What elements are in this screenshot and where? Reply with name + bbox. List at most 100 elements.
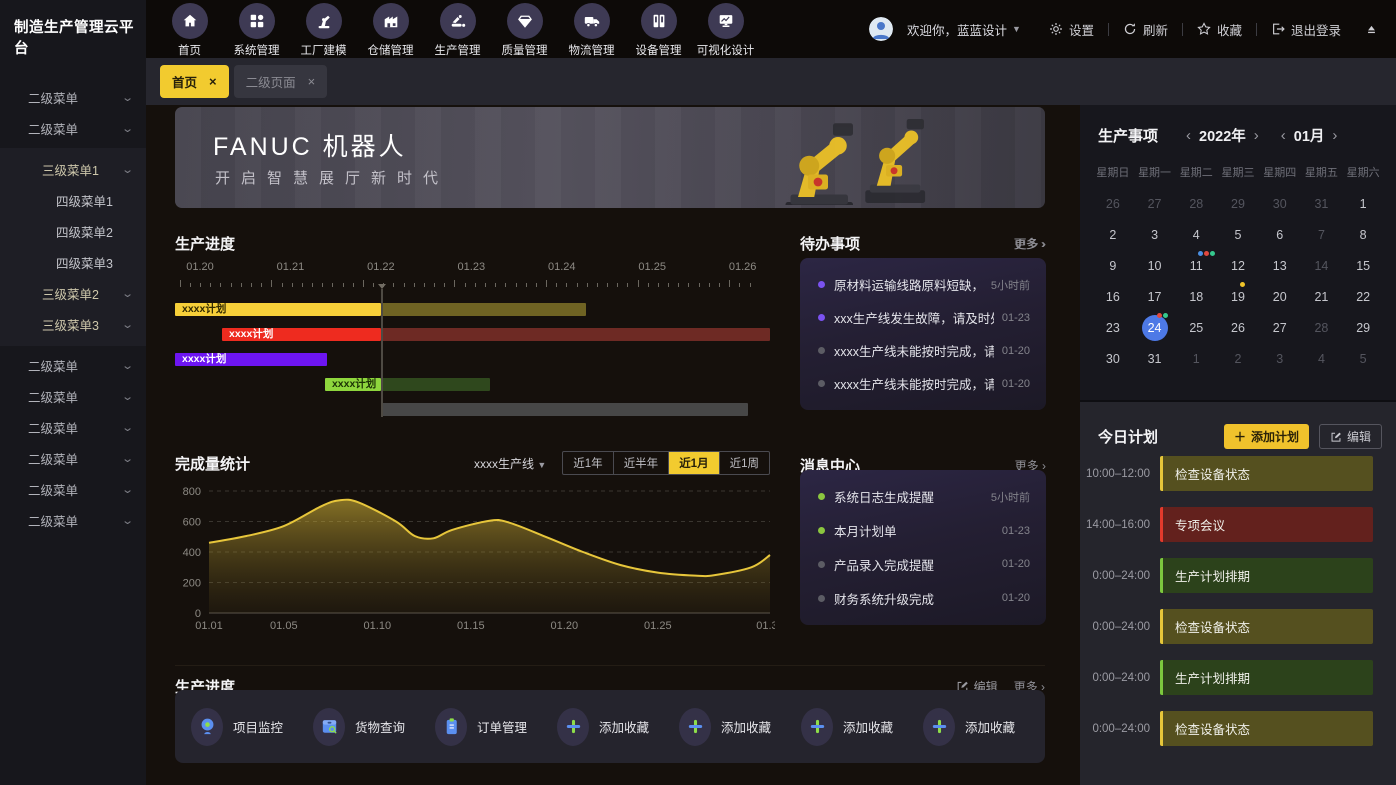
calendar-day[interactable]: 18 — [1189, 289, 1204, 304]
calendar-day[interactable]: 20 — [1272, 289, 1287, 304]
nav-item-production[interactable]: 生产管理 — [424, 1, 491, 58]
sidebar-item-level2[interactable]: 二级菜单 ⌄ — [28, 484, 134, 498]
nav-item-warehouse[interactable]: 仓储管理 — [357, 1, 424, 58]
nav-item-modules[interactable]: 系统管理 — [223, 1, 290, 58]
shortcut-添加收藏[interactable]: 添加收藏 — [923, 707, 1045, 746]
calendar-day[interactable]: 14 — [1314, 258, 1329, 273]
line-selector[interactable]: xxxx生产线 ▼ — [474, 456, 547, 471]
nav-item-quality[interactable]: 质量管理 — [491, 1, 558, 58]
sidebar-item-level3[interactable]: 三级菜单2 ⌄ — [42, 288, 134, 302]
nav-item-monitor[interactable]: 可视化设计 — [692, 1, 759, 58]
shortcut-添加收藏[interactable]: 添加收藏 — [801, 707, 923, 746]
collapse-icon[interactable] — [1365, 23, 1378, 36]
sidebar-item-level2[interactable]: 二级菜单 ⌄ — [28, 453, 134, 467]
calendar-day[interactable]: 11 — [1175, 250, 1217, 281]
user-menu[interactable]: 欢迎你，蓝蓝设计 ▼ — [907, 20, 1021, 39]
plan-entry[interactable]: 检查设备状态 — [1160, 609, 1373, 644]
message-item[interactable]: 系统日志生成提醒 5小时前 — [800, 487, 1046, 506]
calendar-day[interactable]: 19 — [1217, 281, 1259, 312]
sidebar-item-level4[interactable]: 四级菜单2 — [56, 226, 113, 240]
calendar-day[interactable]: 3 — [1151, 227, 1159, 242]
calendar-day[interactable]: 16 — [1105, 289, 1120, 304]
calendar-day[interactable]: 30 — [1105, 351, 1120, 366]
calendar-day[interactable]: 28 — [1314, 320, 1329, 335]
shortcut-货物查询[interactable]: 货物查询 — [313, 707, 435, 746]
calendar-day[interactable]: 13 — [1272, 258, 1287, 273]
shortcut-订单管理[interactable]: 订单管理 — [435, 707, 557, 746]
plan-entry[interactable]: 检查设备状态 — [1160, 456, 1373, 491]
sidebar-item-level2[interactable]: 二级菜单 ⌄ — [28, 92, 134, 106]
calendar-day[interactable]: 31 — [1314, 196, 1329, 211]
calendar-day[interactable]: 2 — [1109, 227, 1117, 242]
todo-item[interactable]: xxxx生产线未能按时完成，请补... 01-20 — [800, 341, 1046, 360]
calendar-day[interactable]: 27 — [1147, 196, 1162, 211]
calendar-day[interactable]: 10 — [1147, 258, 1162, 273]
todo-item[interactable]: xxxx生产线未能按时完成，请补... 01-20 — [800, 374, 1046, 393]
calendar-day[interactable]: 5 — [1234, 227, 1242, 242]
add-plan-button[interactable]: ＋添加计划 — [1223, 424, 1309, 449]
calendar-day[interactable]: 22 — [1356, 289, 1371, 304]
tab-二级页面[interactable]: 二级页面 × — [233, 65, 328, 98]
calendar-day[interactable]: 26 — [1105, 196, 1120, 211]
refresh-action[interactable]: 刷新 — [1123, 20, 1168, 39]
plan-entry[interactable]: 专项会议 — [1160, 507, 1373, 542]
next-month-arrow[interactable]: › — [1332, 127, 1338, 144]
plan-entry[interactable]: 生产计划排期 — [1160, 660, 1373, 695]
shortcut-项目监控[interactable]: 项目监控 — [191, 707, 313, 746]
calendar-day[interactable]: 23 — [1105, 320, 1120, 335]
calendar-day[interactable]: 5 — [1359, 351, 1367, 366]
prev-year-arrow[interactable]: ‹ — [1186, 127, 1192, 144]
plan-entry[interactable]: 检查设备状态 — [1160, 711, 1373, 746]
calendar-day[interactable]: 24 — [1134, 312, 1176, 343]
calendar-day[interactable]: 6 — [1276, 227, 1284, 242]
calendar-day[interactable]: 15 — [1356, 258, 1371, 273]
calendar-day[interactable]: 28 — [1189, 196, 1204, 211]
sidebar-item-level2[interactable]: 二级菜单 ⌄ — [28, 515, 134, 529]
gantt-more-link[interactable]: 更多 › — [1013, 237, 1045, 251]
calendar-day[interactable]: 1 — [1192, 351, 1200, 366]
calendar-day[interactable]: 12 — [1231, 258, 1245, 273]
sidebar-item-level2[interactable]: 二级菜单 ⌄ — [28, 422, 134, 436]
prev-month-arrow[interactable]: ‹ — [1280, 127, 1286, 144]
nav-item-home[interactable]: 首页 — [156, 1, 223, 58]
star-action[interactable]: 收藏 — [1197, 20, 1242, 39]
calendar-day[interactable]: 2 — [1234, 351, 1242, 366]
calendar-day[interactable]: 4 — [1192, 227, 1200, 242]
nav-item-robot-arm[interactable]: 工厂建模 — [290, 1, 357, 58]
close-icon[interactable]: × — [307, 74, 316, 89]
calendar-day[interactable]: 25 — [1189, 320, 1204, 335]
todo-item[interactable]: xxx生产线发生故障，请及时处理 01-23 — [800, 308, 1046, 327]
tab-首页[interactable]: 首页 × — [160, 65, 229, 98]
plan-entry[interactable]: 生产计划排期 — [1160, 558, 1373, 593]
sidebar-item-level3[interactable]: 三级菜单3 ⌄ — [42, 319, 134, 333]
calendar-day[interactable]: 26 — [1231, 320, 1245, 335]
calendar-day[interactable]: 21 — [1314, 289, 1329, 304]
calendar-day[interactable]: 1 — [1359, 196, 1367, 211]
calendar-day[interactable]: 3 — [1276, 351, 1284, 366]
todo-item[interactable]: 原材料运输线路原料短缺，请及... 5小时前 — [800, 275, 1046, 294]
close-icon[interactable]: × — [209, 74, 217, 89]
calendar-day[interactable]: 30 — [1272, 196, 1287, 211]
message-item[interactable]: 本月计划单 01-23 — [800, 521, 1046, 540]
logout-action[interactable]: 退出登录 — [1271, 20, 1341, 39]
calendar-day[interactable]: 7 — [1317, 227, 1325, 242]
calendar-day[interactable]: 4 — [1317, 351, 1325, 366]
range-tab-近1年[interactable]: 近1年 — [563, 452, 614, 474]
sidebar-item-level4[interactable]: 四级菜单1 — [56, 195, 113, 209]
range-tab-近1周[interactable]: 近1周 — [729, 458, 759, 470]
avatar[interactable] — [869, 17, 893, 41]
plan-edit-button[interactable]: 编辑 — [1318, 424, 1382, 449]
nav-item-equipment[interactable]: 设备管理 — [625, 1, 692, 58]
messages-more-link[interactable]: 更多 › — [1014, 459, 1046, 473]
todo-more-link[interactable]: 更多 › — [1014, 237, 1046, 251]
calendar-day[interactable]: 8 — [1359, 227, 1367, 242]
calendar-day[interactable]: 29 — [1231, 196, 1245, 211]
range-tab-近半年[interactable]: 近半年 — [614, 452, 670, 474]
gear-action[interactable]: 设置 — [1049, 20, 1094, 39]
calendar-day[interactable]: 29 — [1356, 320, 1371, 335]
next-year-arrow[interactable]: › — [1253, 127, 1259, 144]
sidebar-item-level2[interactable]: 二级菜单 ⌄ — [28, 123, 134, 137]
sidebar-item-level2[interactable]: 二级菜单 ⌄ — [28, 391, 134, 405]
sidebar-item-level2[interactable]: 二级菜单 ⌄ — [28, 360, 134, 374]
sidebar-item-level3[interactable]: 三级菜单1 ⌄ — [42, 164, 134, 178]
